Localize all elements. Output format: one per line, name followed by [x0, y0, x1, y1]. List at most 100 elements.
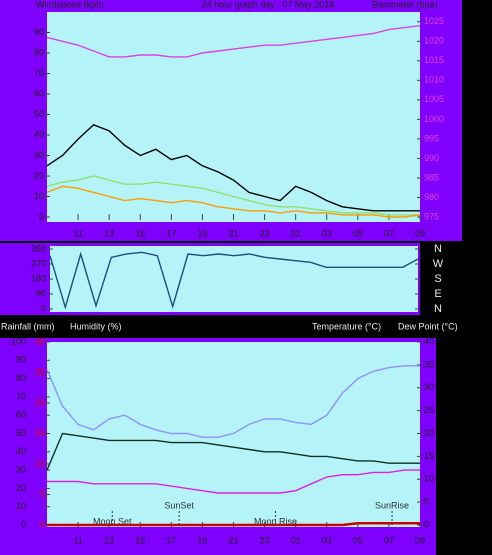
y2-tick-label: 985	[424, 172, 439, 182]
x-tick-label: 19	[197, 228, 207, 238]
rain-tick-label: 20	[35, 397, 45, 407]
x-tick-label: 17	[166, 228, 176, 238]
x-tick-label: 11	[73, 228, 82, 238]
y2-tick-label: E	[434, 288, 441, 300]
y-tick-label: 60	[34, 88, 44, 98]
y2-tick-label: 25	[424, 405, 434, 415]
x-tick-label: 01	[291, 228, 301, 238]
y2-tick-label: 975	[424, 211, 439, 221]
y2-tick-label: 30	[424, 382, 434, 392]
y2-tick-label: N	[434, 243, 442, 255]
x-tick-label: 17	[166, 535, 176, 545]
y-tick-label: 10	[16, 501, 26, 511]
y-tick-label: 0	[21, 519, 26, 529]
x-tick-label: 13	[104, 535, 114, 545]
y-tick-label: 40	[16, 446, 26, 456]
rain-tick-label: 15	[35, 428, 45, 438]
y-tick-label: 70	[34, 68, 44, 78]
x-tick-label: 01	[291, 535, 301, 545]
y-tick-label: 20	[16, 483, 26, 493]
y-tick-label: 90	[36, 288, 46, 298]
y-tick-label: 50	[16, 428, 26, 438]
y-tick-label: 100	[11, 336, 26, 346]
y2-tick-label: 980	[424, 192, 439, 202]
rain-axis-label: Rainfall (mm)	[1, 321, 55, 331]
y2-tick-label: 15	[424, 451, 434, 461]
y-tick-label: 80	[16, 373, 26, 383]
rain-tick-label: 0	[40, 519, 45, 529]
x-tick-label: 09	[415, 228, 425, 238]
rain-tick-label: 5	[40, 489, 45, 499]
y-tick-label: 80	[34, 47, 44, 57]
y2-tick-label: 990	[424, 153, 439, 163]
x-tick-label: 11	[73, 535, 82, 545]
y2-tick-label: S	[434, 273, 441, 285]
series-line	[46, 25, 421, 58]
x-tick-label: 21	[228, 535, 238, 545]
y2-tick-label: 995	[424, 133, 439, 143]
y2-tick-label: 1025	[424, 16, 444, 26]
y-axis-label: Windspeed (kph)	[36, 0, 104, 9]
y2-tick-label: 20	[424, 428, 434, 438]
x-tick-label: 19	[197, 535, 207, 545]
dewpoint-axis-label: Dew Point (°C)	[398, 321, 458, 331]
y-tick-label: 0	[41, 303, 46, 313]
series-line	[46, 185, 421, 218]
x-tick-label: 05	[353, 228, 363, 238]
rain-tick-label: 30	[35, 336, 45, 346]
x-tick-label: 03	[322, 535, 332, 545]
series-line	[46, 432, 420, 471]
series-line	[47, 469, 420, 494]
humidity-axis-label: Humidity (%)	[70, 321, 122, 331]
y2-tick-label: 1000	[424, 114, 444, 124]
chart-title: 24 hour graph day : 07 May 2018	[202, 0, 335, 9]
bottom-plot-area	[47, 342, 420, 527]
y2-tick-label: 1005	[424, 94, 444, 104]
event-label: SunSet	[164, 500, 194, 510]
top-plot-area	[47, 12, 420, 222]
y2-tick-label: 10	[424, 474, 434, 484]
y-tick-label: 90	[34, 27, 44, 37]
y2-tick-label: 1015	[424, 55, 444, 65]
series-line	[46, 175, 420, 216]
series-line	[46, 365, 420, 438]
y-tick-label: 0	[39, 211, 44, 221]
rain-tick-label: 10	[35, 458, 45, 468]
y-tick-label: 90	[16, 355, 26, 365]
y2-tick-label: W	[433, 258, 444, 270]
series-line	[47, 521, 420, 527]
y-tick-label: 20	[34, 170, 44, 180]
y-tick-label: 360	[31, 243, 46, 253]
x-tick-label: 15	[135, 535, 145, 545]
y2-tick-label: 1010	[424, 75, 444, 85]
y-tick-label: 50	[34, 109, 44, 119]
x-tick-label: 05	[353, 535, 363, 545]
y2-tick-label: 5	[424, 497, 429, 507]
rain-tick-label: 25	[35, 367, 45, 377]
series-line	[46, 123, 420, 212]
y-tick-label: 40	[34, 129, 44, 139]
x-tick-label: 21	[228, 228, 238, 238]
x-tick-label: 23	[260, 228, 270, 238]
y2-axis-label: Barometer (hpa)	[372, 0, 438, 9]
y-tick-label: 270	[31, 258, 46, 268]
x-tick-label: 09	[415, 535, 425, 545]
x-tick-label: 07	[384, 535, 394, 545]
y2-tick-label: 0	[424, 519, 429, 529]
y2-tick-label: N	[434, 303, 442, 315]
y-tick-label: 180	[31, 273, 46, 283]
y-tick-label: 30	[16, 464, 26, 474]
event-label: Moon Set	[93, 516, 132, 526]
y2-tick-label: 35	[424, 359, 434, 369]
y2-tick-label: 1020	[424, 36, 444, 46]
x-tick-label: 07	[384, 228, 394, 238]
x-tick-label: 13	[104, 228, 114, 238]
x-tick-label: 23	[260, 535, 270, 545]
x-tick-label: 15	[135, 228, 145, 238]
temperature-axis-label: Temperature (°C)	[312, 321, 381, 331]
y-tick-label: 30	[34, 150, 44, 160]
series-line	[49, 251, 419, 310]
y-tick-label: 10	[34, 191, 44, 201]
event-label: Moon Rise	[254, 516, 297, 526]
